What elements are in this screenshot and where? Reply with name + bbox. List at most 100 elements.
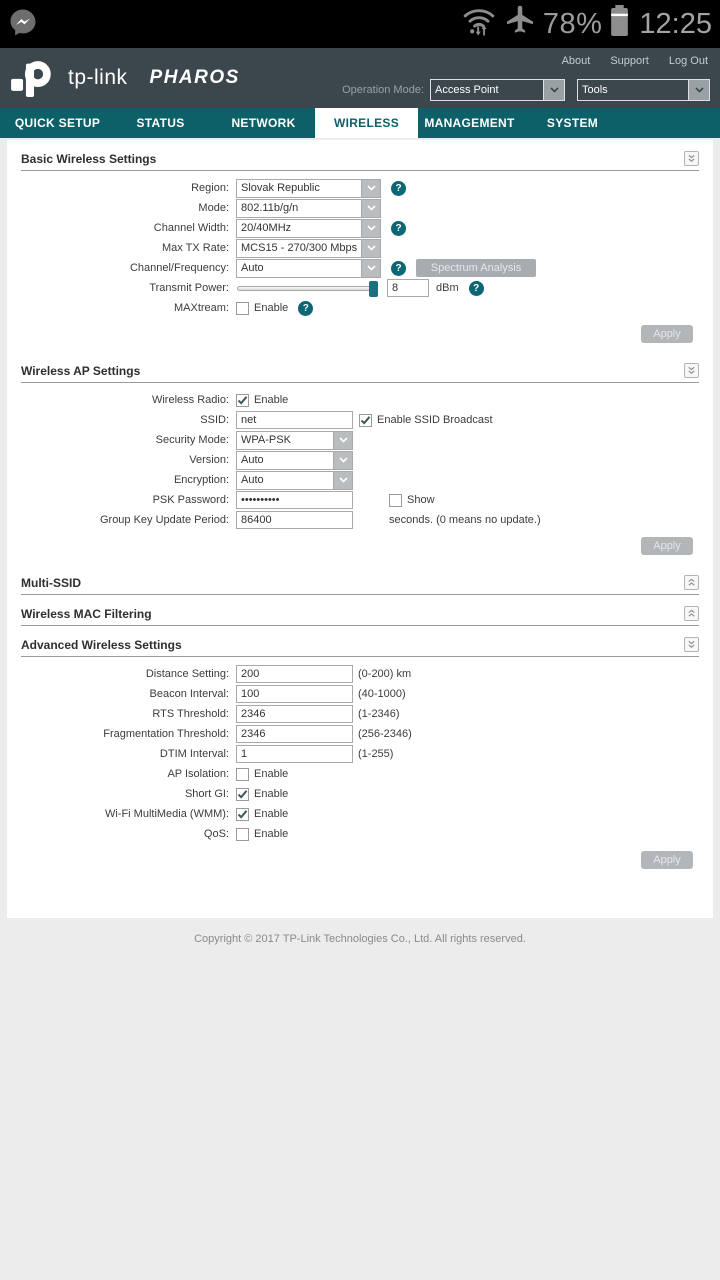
dtim-interval-label: DTIM Interval: [159,748,229,760]
wireless-ap-section-header: Wireless AP Settings [21,352,699,383]
main-nav: QUICK SETUP STATUS NETWORK WIRELESS MANA… [0,108,720,138]
qos-label: QoS: [203,828,229,840]
chevron-down-icon [361,179,380,197]
fragmentation-threshold-hint: (256-2346) [358,728,412,740]
mode-label: Mode: [198,202,229,214]
apply-button[interactable]: Apply [641,851,693,869]
chevron-down-icon [361,199,380,217]
channel-width-select[interactable]: 20/40MHz [236,218,381,238]
security-mode-select[interactable]: WPA-PSK [236,430,353,450]
encryption-row: Encryption: Auto [7,470,713,490]
ssid-broadcast-checkbox[interactable] [359,413,372,427]
tab-wireless[interactable]: WIRELESS [315,108,418,138]
slider-handle[interactable] [369,280,378,297]
ssid-row: SSID: Enable SSID Broadcast [7,410,713,430]
group-key-hint: seconds. (0 means no update.) [389,514,541,526]
brand-logo: tp-link PHAROS [10,54,240,103]
transmit-power-label: Transmit Power: [149,282,229,294]
double-chevron-down-icon [688,154,695,162]
region-select[interactable]: Slovak Republic [236,178,381,198]
region-label: Region: [191,182,229,194]
chevron-down-icon [361,259,380,277]
wmm-option-label: Enable [254,808,289,820]
collapse-button[interactable] [684,151,699,166]
distance-setting-hint: (0-200) km [358,668,412,680]
distance-setting-input[interactable] [236,665,353,683]
beacon-interval-input[interactable] [236,685,353,703]
encryption-select[interactable]: Auto [236,470,353,490]
beacon-interval-hint: (40-1000) [358,688,406,700]
about-link[interactable]: About [561,55,591,67]
version-select[interactable]: Auto [236,450,353,470]
max-tx-rate-value: MCS15 - 270/300 Mbps [241,242,358,254]
section-title: Wireless AP Settings [21,363,141,378]
distance-setting-label: Distance Setting: [145,668,229,680]
channel-frequency-value: Auto [241,262,264,274]
fragmentation-threshold-input[interactable] [236,725,353,743]
security-mode-row: Security Mode: WPA-PSK [7,430,713,450]
tab-quick-setup[interactable]: QUICK SETUP [14,116,101,130]
show-password-checkbox[interactable] [389,493,402,507]
channel-frequency-select[interactable]: Auto [236,258,381,278]
battery-icon [609,4,630,44]
expand-button[interactable] [684,606,699,621]
qos-option-label: Enable [254,828,289,840]
rts-threshold-input[interactable] [236,705,353,723]
dtim-interval-input[interactable] [236,745,353,763]
rts-threshold-row: RTS Threshold: (1-2346) [7,704,713,724]
transmit-power-slider[interactable] [237,280,378,297]
max-tx-rate-select[interactable]: MCS15 - 270/300 Mbps [236,238,381,258]
wireless-ap-rows: Wireless Radio: Enable SSID: Enable SSID… [7,383,713,530]
tab-status[interactable]: STATUS [136,116,185,130]
spectrum-analysis-button[interactable]: Spectrum Analysis [416,259,536,277]
collapse-button[interactable] [684,363,699,378]
wmm-checkbox[interactable] [236,807,249,821]
messenger-icon [8,7,38,42]
wireless-radio-option-label: Enable [254,394,289,406]
header-links: About Support Log Out [562,55,708,67]
brand-name: tp-link [68,66,128,89]
logout-link[interactable]: Log Out [668,55,708,67]
help-icon[interactable]: ? [391,220,406,236]
mode-row: Mode: 802.11b/g/n [7,198,713,218]
tab-network[interactable]: NETWORK [231,116,296,130]
help-icon[interactable]: ? [298,300,314,316]
apply-button[interactable]: Apply [641,537,693,555]
tab-system[interactable]: SYSTEM [546,116,599,130]
apply-button[interactable]: Apply [641,325,693,343]
beacon-interval-row: Beacon Interval: (40-1000) [7,684,713,704]
transmit-power-row: Transmit Power: dBm ? [7,278,713,298]
tools-select[interactable]: Tools [577,79,710,101]
transmit-power-input[interactable] [387,279,429,297]
chevron-down-icon [333,471,352,489]
version-label: Version: [189,454,229,466]
ssid-input[interactable] [236,411,353,429]
help-icon[interactable]: ? [391,180,406,196]
collapse-button[interactable] [684,637,699,652]
ap-isolation-checkbox[interactable] [236,767,249,781]
wireless-radio-checkbox[interactable] [236,393,249,407]
tab-management[interactable]: MANAGEMENT [424,116,515,130]
copyright-text: Copyright © 2017 TP-Link Technologies Co… [194,933,526,945]
maxtream-label: MAXtream: [173,302,229,314]
support-link[interactable]: Support [610,55,649,67]
mode-select[interactable]: 802.11b/g/n [236,198,381,218]
operation-mode-select[interactable]: Access Point [430,79,565,101]
chevron-down-icon [688,80,709,100]
help-icon[interactable]: ? [391,260,406,276]
maxtream-checkbox[interactable] [236,301,249,315]
section-title: Multi-SSID [21,575,81,590]
expand-button[interactable] [684,575,699,590]
help-icon[interactable]: ? [468,280,484,296]
advanced-wireless-rows: Distance Setting: (0-200) km Beacon Inte… [7,657,713,844]
group-key-input[interactable] [236,511,353,529]
encryption-value: Auto [241,474,264,486]
qos-checkbox[interactable] [236,827,249,841]
psk-password-input[interactable] [236,491,353,509]
ap-apply-row: Apply [7,530,713,564]
rts-threshold-hint: (1-2346) [358,708,400,720]
product-name: PHAROS [149,67,240,88]
max-tx-rate-label: Max TX Rate: [161,242,229,254]
short-gi-checkbox[interactable] [236,787,249,801]
ssid-label: SSID: [200,414,229,426]
